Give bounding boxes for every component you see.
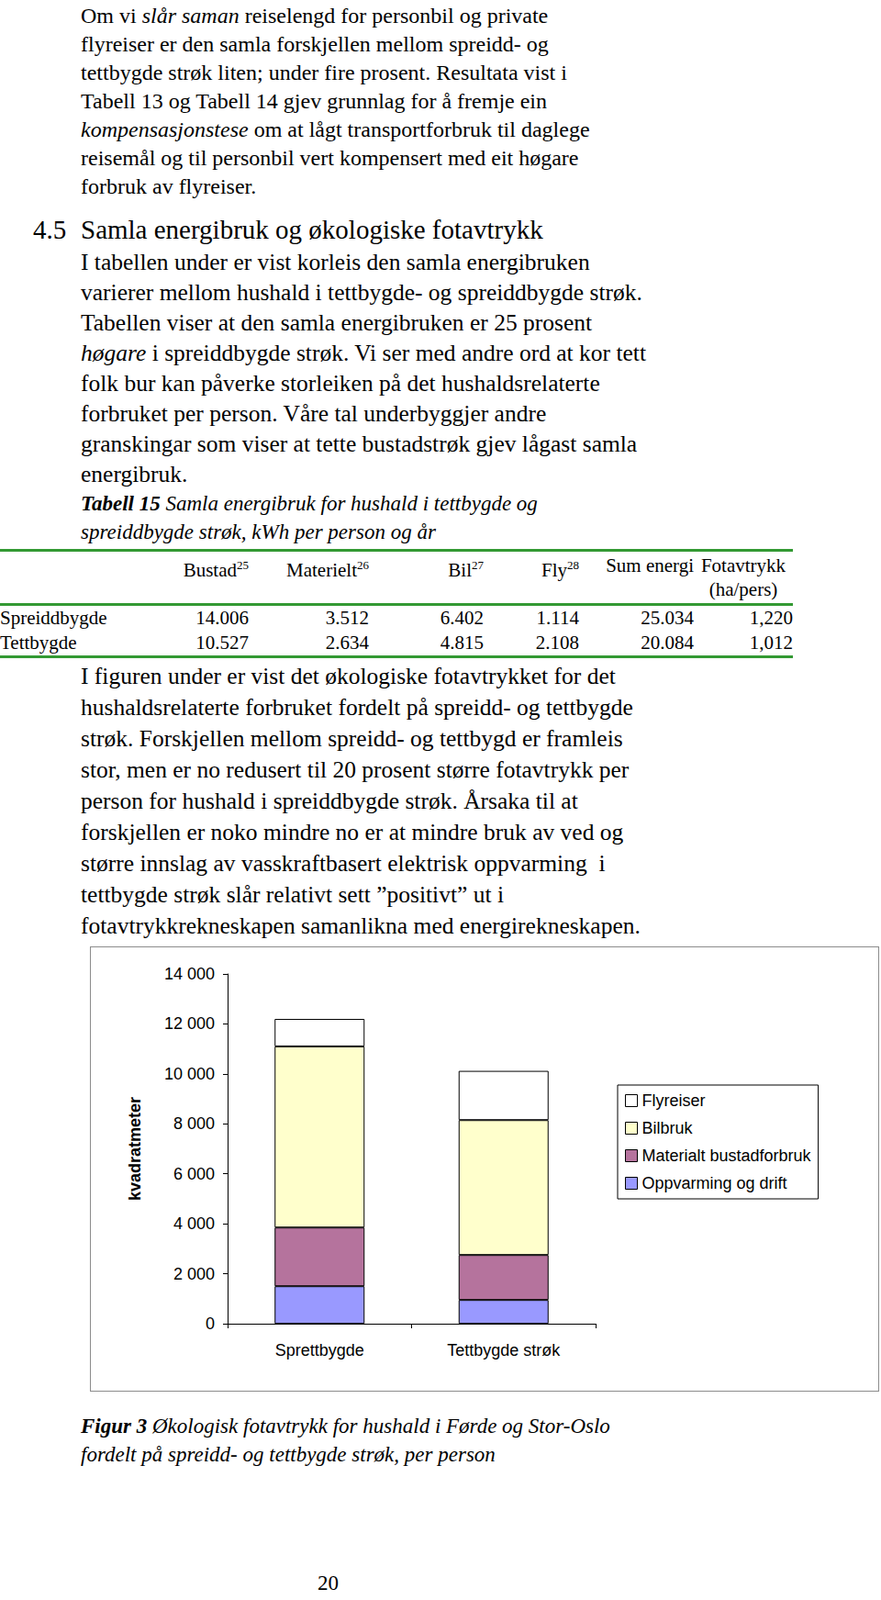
html-text:I tabellen under er vist korle: I tabellen under er vist korleis den sam… [80, 248, 590, 276]
html-text:25.034: 25.034 [640, 606, 694, 629]
svg-text:Oppvarming og drift: Oppvarming og drift [642, 1173, 788, 1193]
svg-text:Materialt bustadforbruk: Materialt bustadforbruk [642, 1146, 813, 1165]
html-text:Sum energi Fotavtrykk: Sum energi Fotavtrykk [605, 554, 786, 577]
html-text:Bil27: Bil27 [448, 557, 484, 581]
svg-text:10 000: 10 000 [164, 1064, 215, 1083]
html-text:kompensasjonstese om at lågt t: kompensasjonstese om at lågt transportfo… [80, 117, 590, 142]
html-text:10.527: 10.527 [195, 631, 249, 654]
html-text:6.402: 6.402 [440, 606, 484, 629]
html-text:(ha/pers): (ha/pers) [709, 578, 778, 601]
html-text:stor, men er no redusert til 2: stor, men er no redusert til 20 prosent … [80, 756, 629, 783]
svg-text:kvadratmeter: kvadratmeter [125, 1096, 145, 1201]
html-text:høgare i spreiddbygde strøk. V: høgare i spreiddbygde strøk. Vi ser med … [80, 339, 647, 367]
html-text:person for hushald i spreiddby: person for hushald i spreiddbygde strøk.… [80, 787, 578, 815]
svg-text:Bilbruk: Bilbruk [642, 1118, 694, 1138]
html-text:tettbygde strøk slår relativt: tettbygde strøk slår relativt sett ”posi… [80, 881, 504, 908]
html-text:strøk. Forskjellen mellom spre: strøk. Forskjellen mellom spreidd- og te… [80, 724, 623, 752]
html-text:1,012: 1,012 [749, 631, 793, 654]
html-text:1,220: 1,220 [749, 606, 793, 629]
html-text:energibruk.: energibruk. [80, 460, 188, 488]
html-text:Tabell 13 og Tabell 14 gjev gr: Tabell 13 og Tabell 14 gjev grunnlag for… [80, 89, 547, 113]
html-text:4.5: 4.5 [33, 214, 67, 245]
html-text:Bustad25: Bustad25 [183, 557, 249, 581]
svg-text:6 000: 6 000 [173, 1164, 215, 1183]
html-text:Tabell 15 Samla energibruk for: Tabell 15 Samla energibruk for hushald i… [80, 491, 538, 515]
html-text:reisemål og til personbil vert: reisemål og til personbil vert kompenser… [80, 145, 579, 170]
html-text:14.006: 14.006 [195, 606, 249, 629]
svg-text:14 000: 14 000 [164, 964, 215, 983]
html-text:varierer mellom hushald i tett: varierer mellom hushald i tettbygde- og … [80, 278, 643, 306]
html-text:2.634: 2.634 [325, 631, 369, 654]
html-text:forskjellen er noko mindre no: forskjellen er noko mindre no er at mind… [80, 818, 624, 846]
html-text:Om vi slår saman reiselengd fo: Om vi slår saman reiselengd for personbi… [80, 3, 549, 28]
html-text:Figur 3 Økologisk fotavtrykk f: Figur 3 Økologisk fotavtrykk for hushald… [80, 1414, 611, 1438]
html-text:fordelt på spreidd- og tettbyg: fordelt på spreidd- og tettbygde strøk, … [80, 1442, 496, 1466]
html-text:20.084: 20.084 [640, 631, 694, 654]
html-text:fotavtrykkrekneskapen samanlik: fotavtrykkrekneskapen samanlikna med ene… [80, 912, 641, 939]
svg-text:8 000: 8 000 [173, 1114, 215, 1133]
html-text:Tettbygde: Tettbygde [0, 631, 77, 654]
html-text:Fly28: Fly28 [541, 557, 580, 581]
html-text:Materielt26: Materielt26 [286, 557, 369, 581]
html-text:Samla energibruk og økologiske: Samla energibruk og økologiske fotavtryk… [80, 214, 544, 245]
svg-text:12 000: 12 000 [164, 1014, 215, 1033]
html-text:forbruk av flyreiser.: forbruk av flyreiser. [80, 174, 257, 199]
html-text:granskingar som viser at tette: granskingar som viser at tette bustadstr… [80, 430, 638, 458]
html-text:4.815: 4.815 [440, 631, 484, 654]
html-text:flyreiser er den samla forskje: flyreiser er den samla forskjellen mello… [80, 32, 549, 56]
svg-text:4 000: 4 000 [173, 1214, 215, 1233]
svg-text:2 000: 2 000 [173, 1264, 215, 1283]
html-text:forbruket per person. Våre tal: forbruket per person. Våre tal underbygg… [80, 400, 547, 427]
svg-text:Flyreiser: Flyreiser [642, 1091, 706, 1110]
html-text:større innslag av vasskraftbas: større innslag av vasskraftbasert elektr… [80, 849, 606, 877]
html-text:I figuren under er vist det øk: I figuren under er vist det økologiske f… [80, 662, 616, 690]
html-text:Spreiddbygde: Spreiddbygde [0, 606, 108, 629]
html-text:Tabellen viser at den samla en: Tabellen viser at den samla energibruken… [80, 309, 593, 336]
html-text:folk bur kan påverke storleike: folk bur kan påverke storleiken på det h… [80, 369, 600, 397]
html-text:hushaldsrelaterte forbruket fo: hushaldsrelaterte forbruket fordelt på s… [80, 693, 634, 721]
html-text:20: 20 [317, 1571, 339, 1595]
html-text:3.512: 3.512 [325, 606, 369, 629]
svg-text:Sprettbygde: Sprettbygde [275, 1340, 365, 1360]
html-text:2.108: 2.108 [535, 631, 580, 654]
html-text:tettbygde strøk liten; under f: tettbygde strøk liten; under fire prosen… [80, 60, 568, 85]
html-text:spreiddbygde strøk, kWh per pe: spreiddbygde strøk, kWh per person og år [80, 520, 436, 544]
svg-text:Tettbygde strøk: Tettbygde strøk [446, 1340, 561, 1360]
svg-text:0: 0 [205, 1314, 215, 1333]
html-text:1.114: 1.114 [536, 606, 580, 629]
